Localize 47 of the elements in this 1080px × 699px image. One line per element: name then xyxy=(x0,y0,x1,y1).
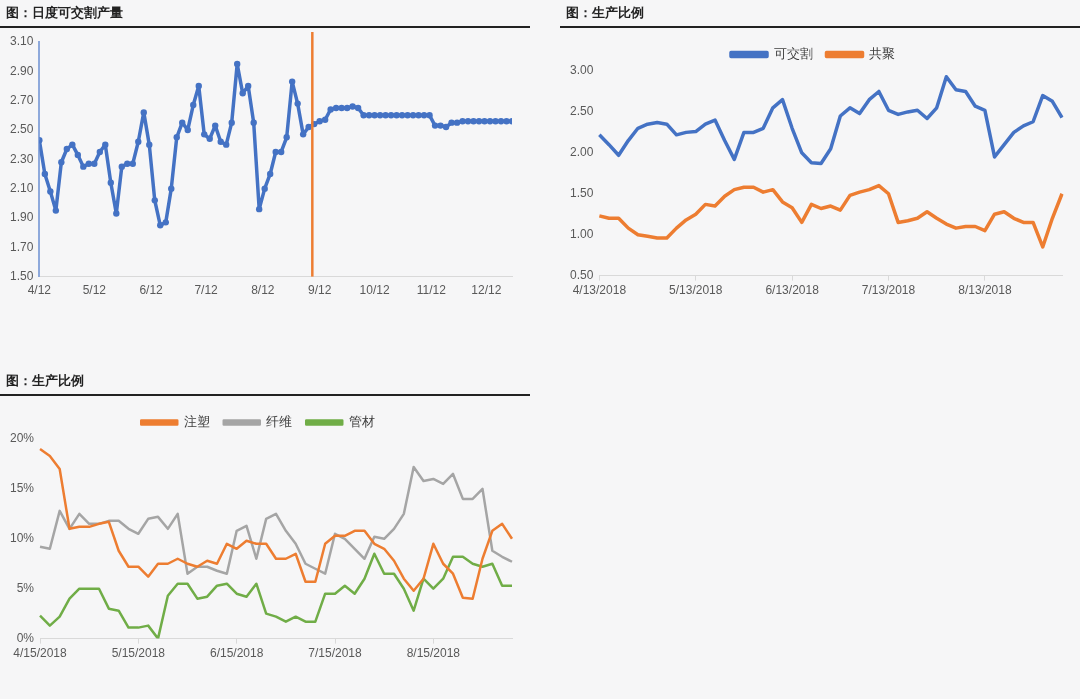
x-tick-label: 8/13/2018 xyxy=(958,283,1012,298)
x-tick-label: 4/13/2018 xyxy=(572,283,627,298)
y-tick-label: 3.00 xyxy=(570,63,594,78)
x-tick-label: 6/13/2018 xyxy=(765,283,820,298)
y-tick-label: 2.50 xyxy=(570,104,594,119)
y-tick-label: 2.50 xyxy=(10,122,34,137)
x-tick-label: 4/12 xyxy=(27,283,52,298)
x-tick-label: 7/15/2018 xyxy=(308,646,363,661)
y-tick-label: 3.10 xyxy=(10,34,34,49)
y-tick-label: 2.00 xyxy=(570,145,594,160)
x-tick-label: 8/15/2018 xyxy=(406,646,461,661)
y-tick-label: 0.50 xyxy=(570,267,594,282)
x-tick-label: 9/12 xyxy=(307,283,332,298)
y-tick-label: 2.70 xyxy=(10,92,34,107)
x-tick-label: 10/12 xyxy=(359,283,390,298)
y-tick-label: 1.70 xyxy=(10,239,34,254)
x-tick-label: 8/12 xyxy=(251,283,275,298)
legend-label: 共聚 xyxy=(869,45,895,61)
x-tick-label: 4/15/2018 xyxy=(13,646,68,661)
chart-title: 图：日度可交割产量 xyxy=(0,0,530,28)
y-tick-label: 2.30 xyxy=(10,151,34,166)
y-tick-label: 15% xyxy=(9,481,35,496)
legend-label: 注塑 xyxy=(183,413,210,429)
chart-title: 图：生产比例 xyxy=(0,368,530,396)
y-tick-label: 20% xyxy=(9,431,35,446)
x-tick-label: 6/15/2018 xyxy=(209,646,264,661)
y-tick-label: 10% xyxy=(9,531,35,546)
x-tick-label: 7/13/2018 xyxy=(861,283,916,298)
y-tick-label: 1.50 xyxy=(570,186,594,201)
y-tick-label: 5% xyxy=(16,581,35,596)
y-tick-label: 0% xyxy=(16,630,35,645)
x-tick-label: 5/13/2018 xyxy=(669,283,723,298)
y-tick-label: 1.00 xyxy=(570,226,594,241)
y-tick-label: 2.90 xyxy=(10,63,34,78)
x-tick-label: 11/12 xyxy=(416,283,447,298)
x-tick-label: 6/12 xyxy=(139,283,164,298)
y-tick-label: 2.10 xyxy=(10,180,34,195)
legend-label: 管材 xyxy=(348,413,375,429)
x-tick-label: 12/12 xyxy=(471,283,502,298)
y-tick-label: 1.50 xyxy=(10,268,34,283)
legend-label: 可交割 xyxy=(773,45,813,61)
x-tick-label: 5/15/2018 xyxy=(111,646,166,661)
x-tick-label: 7/12 xyxy=(194,283,219,298)
legend-label: 纤维 xyxy=(266,413,293,429)
chart-title: 图：生产比例 xyxy=(560,0,1080,28)
x-tick-label: 5/12 xyxy=(82,283,107,298)
y-tick-label: 1.90 xyxy=(10,210,34,225)
